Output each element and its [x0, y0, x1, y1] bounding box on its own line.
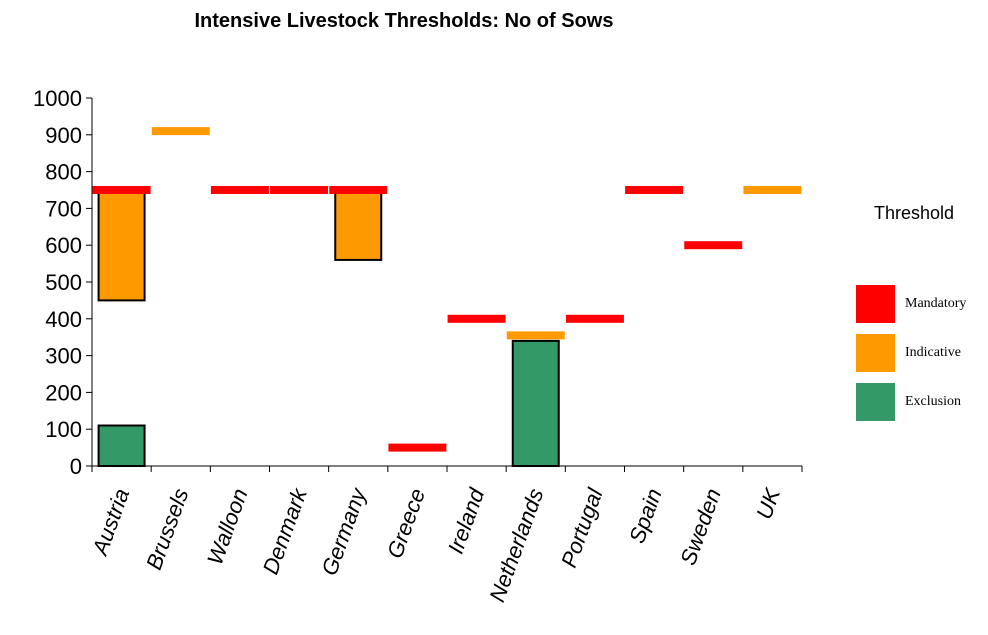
x-tick-label-greece: Greece [382, 485, 430, 561]
marker-mandatory-germany [329, 186, 388, 194]
bar-exclusion-netherlands [511, 339, 560, 468]
x-tick-label-brussels: Brussels [141, 485, 193, 573]
marker-mandatory-austria [92, 186, 151, 194]
bar-indicative-austria [97, 189, 146, 302]
y-tick-label-200: 200 [45, 380, 82, 405]
y-tick-label-600: 600 [45, 233, 82, 258]
legend-swatch-mandatory [856, 285, 895, 323]
x-tick-label-netherlands: Netherlands [484, 485, 548, 605]
y-tick-label-500: 500 [45, 270, 82, 295]
y-tick-label-700: 700 [45, 196, 82, 221]
marker-mandatory-portugal [565, 314, 624, 323]
legend-item-indicative: Indicative [856, 334, 961, 372]
y-tick-label-0: 0 [70, 454, 82, 479]
x-tick-label-germany: Germany [317, 483, 372, 578]
legend-swatch-exclusion [856, 383, 895, 421]
x-tick-label-denmark: Denmark [258, 484, 312, 577]
x-tick-label-portugal: Portugal [556, 484, 608, 571]
y-tick-labels: 0 100 200 300 400 500 600 700 800 900 1000 [33, 86, 82, 479]
marker-mandatory-ireland [447, 314, 506, 323]
marker-mandatory-denmark [270, 186, 329, 194]
marker-mandatory-spain [625, 186, 684, 194]
legend-item-mandatory: Mandatory [856, 285, 966, 323]
marker-mandatory-sweden [684, 241, 743, 250]
legend-label-mandatory: Mandatory [905, 296, 967, 311]
y-tick-label-400: 400 [45, 307, 82, 332]
x-tick-label-walloon: Walloon [202, 485, 253, 568]
bar-exclusion-austria [97, 424, 146, 467]
x-tick-label-spain: Spain [624, 485, 667, 546]
x-tick-labels: Austria Brussels Walloon Denmark Germany Gree… [87, 483, 786, 605]
y-tick-label-800: 800 [45, 160, 82, 185]
legend-title: Threshold [874, 203, 955, 223]
legend-label-exclusion: Exclusion [905, 394, 961, 409]
bars [97, 189, 560, 468]
legend-item-exclusion: Exclusion [856, 383, 961, 421]
marker-indicative-brussels [151, 127, 210, 136]
marker-mandatory-walloon [210, 186, 269, 194]
marker-indicative-netherlands [506, 331, 565, 340]
y-tick-label-300: 300 [45, 344, 82, 369]
chart-title: Intensive Livestock Thresholds: No of So… [194, 10, 614, 32]
x-tick-label-austria: Austria [87, 485, 135, 560]
legend-swatch-indicative [856, 334, 895, 372]
x-tick-label-ireland: Ireland [443, 484, 490, 556]
y-tick-label-900: 900 [45, 123, 82, 148]
bar-indicative-germany [334, 189, 383, 261]
markers [92, 127, 802, 452]
marker-mandatory-greece [388, 443, 447, 452]
axes [86, 97, 803, 472]
marker-indicative-uk [743, 186, 802, 194]
x-tick-label-sweden: Sweden [675, 485, 726, 568]
x-tick-label-uk: UK [751, 484, 785, 523]
y-tick-label-1000: 1000 [33, 86, 82, 111]
y-tick-label-100: 100 [45, 417, 82, 442]
legend-label-indicative: Indicative [905, 345, 961, 360]
